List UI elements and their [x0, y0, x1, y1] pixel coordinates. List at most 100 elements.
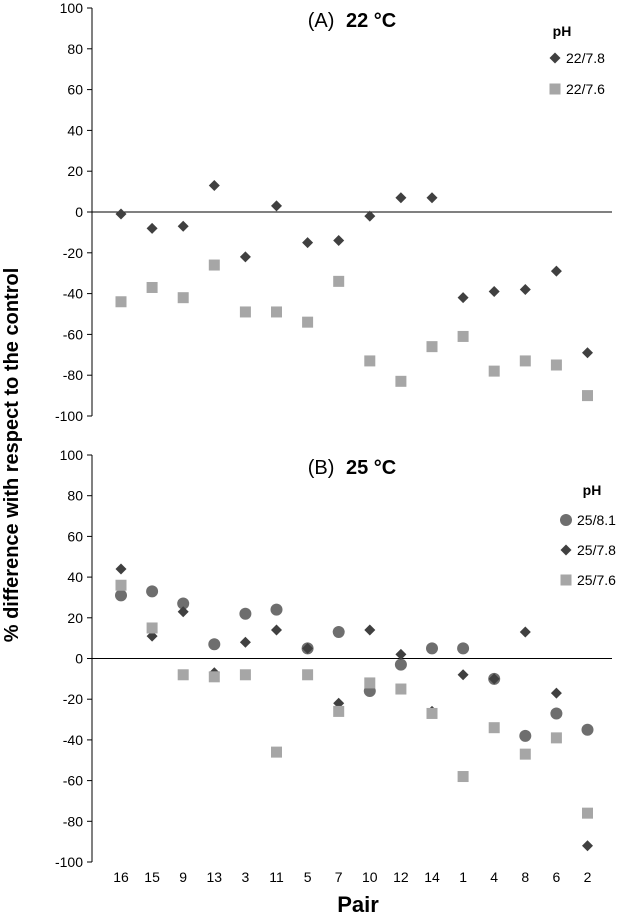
panel-b-legend-marker — [560, 574, 572, 586]
panel-b-point-25/8.1 — [177, 597, 190, 610]
panel-a-point-22/7.8 — [488, 286, 500, 298]
x-tick-label: 1 — [459, 869, 467, 885]
panel-b-point-25/8.1 — [394, 658, 407, 671]
panel-a-point-22/7.6 — [302, 316, 314, 328]
panel-a-axes: 100 80 60 40 20 0 -20 -40 -60 -80 -100 — [55, 0, 612, 424]
panel-b-point-25/8.1 — [550, 707, 563, 720]
panel-b-y-tick-label: 80 — [67, 488, 83, 504]
panel-b-point-25/8.1 — [239, 607, 252, 620]
panel-a-point-22/7.6 — [582, 390, 593, 402]
panel-a-point-22/7.6 — [115, 296, 127, 308]
panel-a-y-tick-label: 0 — [75, 204, 83, 220]
panel-a-point-22/7.6 — [146, 281, 158, 293]
panel-b-y-tick-label: 40 — [67, 569, 83, 585]
panel-b-point-25/7.8 — [550, 687, 562, 699]
panel-a-point-22/7.6 — [271, 306, 282, 318]
panel-a-point-22/7.6 — [208, 259, 220, 271]
x-tick-label: 8 — [521, 869, 529, 885]
panel-b-point-25/7.8 — [395, 648, 407, 660]
panel-a-letter: (A) — [308, 10, 335, 32]
panel-a-legend-marker — [549, 52, 561, 64]
panel-a-point-22/7.8 — [115, 208, 127, 220]
x-tick-label: 13 — [207, 869, 223, 885]
panel-a-point-22/7.6 — [364, 355, 376, 367]
panel-b-point-25/8.1 — [581, 723, 594, 736]
panel-b-point-25/8.1 — [115, 589, 127, 602]
x-tick-label: 11 — [269, 869, 284, 885]
panel-b-point-25/7.6 — [239, 669, 251, 681]
panel-b-point-25/7.8 — [457, 669, 469, 681]
panel-b-axes: 100 80 60 40 20 0 -20 -40 -60 -80 -100 — [55, 447, 612, 870]
x-tick-label: 12 — [393, 869, 409, 885]
panel-a: 100 80 60 40 20 0 -20 -40 -60 -80 -100 (A) 22 °C p… — [55, 0, 612, 424]
panel-b-point-25/8.1 — [270, 603, 283, 616]
panel-a-point-22/7.6 — [519, 355, 531, 367]
panel-a-legend-entry: 22/7.8 — [566, 50, 605, 66]
x-axis-label: Pair — [337, 892, 379, 917]
panel-b-point-25/7.8 — [271, 624, 282, 636]
panel-a-point-22/7.6 — [395, 375, 407, 387]
panel-a-legend-entry: 22/7.6 — [566, 81, 605, 97]
panel-a-y-tick-label: -40 — [63, 286, 83, 302]
x-tick-label: 3 — [242, 869, 250, 885]
panel-a-point-22/7.8 — [395, 192, 407, 204]
panel-a-y-tick-label: 100 — [60, 0, 84, 16]
panel-a-point-22/7.8 — [271, 200, 282, 212]
panel-b-point-25/7.6 — [177, 669, 189, 681]
panel-b-point-25/7.8 — [582, 840, 593, 852]
panel-a-marks — [115, 179, 593, 402]
panel-b-title: (B) 25 °C — [308, 457, 396, 479]
panel-b-legend-marker — [560, 544, 572, 556]
panel-a-point-22/7.8 — [333, 235, 345, 247]
panel-a-point-22/7.6 — [426, 341, 438, 353]
panel-a-legend-title: pH — [553, 23, 572, 39]
panel-a-point-22/7.8 — [364, 210, 376, 222]
panel-b-y-tick-label: 100 — [60, 447, 84, 463]
x-tick-label: 10 — [362, 869, 378, 885]
panel-a-point-22/7.6 — [488, 365, 500, 377]
panel-a-point-22/7.8 — [519, 284, 531, 296]
panel-b-point-25/8.1 — [457, 642, 470, 655]
panel-b-point-25/7.6 — [271, 746, 282, 758]
panel-a-y-tick-label: 40 — [67, 122, 83, 138]
panel-b-legend-marker — [560, 514, 572, 526]
panel-b-point-25/7.8 — [519, 626, 531, 638]
panel-b-y-tick-label: -40 — [63, 732, 83, 748]
panel-b-point-25/7.6 — [146, 622, 158, 634]
panel-b-point-25/7.6 — [333, 705, 345, 717]
panel-b-point-25/7.6 — [582, 807, 593, 819]
panel-a-point-22/7.8 — [426, 192, 438, 204]
panel-a-point-22/7.6 — [239, 306, 251, 318]
panel-b-temperature: 25 °C — [346, 457, 396, 479]
panel-b-point-25/7.8 — [115, 563, 127, 575]
panel-b-point-25/7.6 — [426, 707, 438, 719]
panel-b-point-25/8.1 — [146, 585, 159, 598]
panel-b-point-25/7.6 — [208, 671, 220, 683]
panel-b-y-tick-label: 20 — [67, 610, 83, 626]
panel-b-point-25/7.8 — [364, 624, 376, 636]
x-tick-label: 5 — [304, 869, 312, 885]
x-tick-label: 16 — [113, 869, 129, 885]
panel-a-point-22/7.8 — [457, 292, 469, 304]
panel-a-y-tick-label: -80 — [63, 367, 83, 383]
panel-b-point-25/7.6 — [364, 677, 376, 689]
panel-a-point-22/7.6 — [457, 330, 469, 342]
panel-a-point-22/7.6 — [550, 359, 562, 371]
panel-b-y-tick-label: -20 — [63, 691, 83, 707]
panel-b-point-25/7.6 — [395, 683, 407, 695]
x-tick-label: 7 — [335, 869, 343, 885]
panel-a-legend-marker — [549, 83, 561, 95]
x-tick-label: 6 — [553, 869, 561, 885]
panel-a-y-tick-label: -100 — [55, 408, 83, 424]
panel-a-point-22/7.8 — [550, 265, 562, 277]
panel-b-point-25/7.6 — [457, 771, 469, 783]
panel-a-point-22/7.8 — [582, 347, 593, 359]
panel-a-legend: pH 22/7.8 22/7.6 — [549, 23, 605, 97]
x-tick-label: 14 — [424, 869, 440, 885]
panel-b-letter: (B) — [308, 457, 335, 479]
panel-b-legend: pH 25/8.1 25/7.8 25/7.6 — [560, 482, 616, 588]
panel-b-y-tick-label: -80 — [63, 813, 83, 829]
panel-b-y-tick-label: 0 — [75, 651, 83, 667]
panel-b-point-25/7.8 — [177, 606, 189, 618]
